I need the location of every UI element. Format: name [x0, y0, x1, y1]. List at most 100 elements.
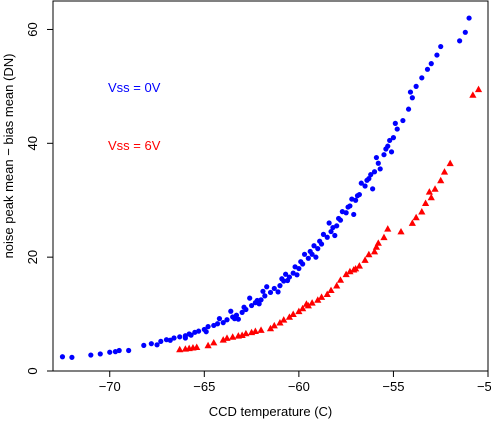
data-point-vss-6v — [308, 299, 316, 306]
data-point-vss-6v — [365, 250, 373, 258]
data-point-vss-0v — [407, 89, 414, 95]
data-point-vss-6v — [469, 91, 477, 98]
data-point-vss-0v — [292, 264, 298, 270]
data-point-vss-0v — [434, 52, 440, 58]
data-point-vss-0v — [466, 15, 472, 21]
x-tick-label: −65 — [193, 379, 215, 394]
data-point-vss-0v — [320, 231, 327, 237]
data-point-vss-6v — [266, 324, 275, 332]
plot-frame — [52, 0, 489, 372]
data-point-vss-0v — [332, 232, 338, 239]
data-point-vss-0v — [371, 169, 378, 175]
data-point-vss-0v — [220, 320, 226, 326]
data-point-vss-0v — [387, 137, 393, 144]
data-point-vss-0v — [409, 95, 415, 101]
data-point-vss-6v — [242, 329, 250, 337]
data-point-vss-0v — [247, 295, 253, 301]
x-tick-label: −60 — [288, 379, 310, 394]
data-point-vss-0v — [254, 297, 260, 304]
data-point-vss-0v — [413, 83, 419, 89]
data-point-vss-6v — [251, 327, 259, 335]
data-point-vss-0v — [375, 160, 381, 166]
y-tick-label: 20 — [25, 250, 40, 264]
data-point-vss-6v — [446, 159, 454, 167]
data-point-vss-6v — [346, 267, 354, 275]
data-point-vss-6v — [270, 321, 278, 329]
data-point-vss-0v — [69, 354, 75, 360]
data-point-vss-6v — [333, 282, 341, 289]
data-point-vss-0v — [196, 328, 202, 334]
data-point-vss-0v — [182, 335, 188, 341]
data-point-vss-0v — [373, 154, 380, 161]
data-point-vss-0v — [228, 308, 234, 314]
data-point-vss-0v — [284, 277, 291, 284]
data-point-vss-0v — [335, 215, 342, 222]
data-point-vss-0v — [260, 288, 266, 294]
data-point-vss-0v — [148, 341, 154, 347]
data-point-vss-6v — [474, 85, 483, 93]
data-point-vss-6v — [437, 176, 445, 184]
data-point-vss-6v — [219, 336, 227, 343]
data-point-vss-0v — [377, 166, 383, 172]
data-point-vss-0v — [381, 152, 387, 158]
data-point-vss-0v — [405, 106, 412, 112]
data-point-vss-6v — [370, 247, 379, 255]
data-point-vss-6v — [314, 296, 322, 303]
data-point-vss-6v — [299, 304, 307, 312]
x-tick-label: −50 — [477, 379, 491, 394]
data-point-vss-0v — [419, 75, 425, 81]
data-point-vss-0v — [438, 43, 444, 50]
data-point-vss-0v — [177, 334, 183, 340]
data-point-vss-0v — [301, 251, 308, 257]
data-point-vss-6v — [204, 341, 212, 349]
data-point-vss-0v — [339, 209, 345, 215]
legend-entry-vss-6v: Vss = 6V — [108, 138, 161, 153]
data-point-vss-0v — [400, 117, 406, 124]
data-point-vss-6v — [210, 338, 218, 346]
data-point-vss-0v — [167, 337, 173, 343]
data-point-vss-0v — [224, 317, 230, 323]
data-point-vss-6v — [302, 300, 311, 307]
data-point-vss-0v — [262, 293, 268, 299]
data-point-vss-6v — [361, 256, 369, 263]
y-tick-label: 0 — [25, 367, 40, 374]
data-point-vss-6v — [380, 233, 388, 241]
data-point-vss-6v — [355, 262, 363, 269]
data-point-vss-6v — [257, 326, 265, 333]
data-point-vss-0v — [364, 177, 370, 183]
data-point-vss-6v — [229, 333, 237, 340]
data-point-vss-0v — [328, 228, 334, 235]
data-point-vss-0v — [158, 338, 164, 344]
data-point-vss-0v — [97, 351, 103, 357]
data-point-vss-0v — [317, 238, 323, 244]
x-axis-label: CCD temperature (C) — [209, 404, 333, 419]
data-point-vss-0v — [315, 246, 321, 252]
data-point-vss-0v — [326, 220, 332, 226]
data-point-vss-0v — [307, 248, 313, 255]
data-point-vss-0v — [141, 342, 147, 348]
data-point-vss-6v — [425, 188, 433, 195]
data-point-vss-0v — [203, 329, 209, 335]
y-tick-label: 40 — [25, 136, 40, 150]
data-point-vss-0v — [239, 309, 245, 315]
data-point-vss-6v — [412, 213, 420, 221]
data-point-vss-0v — [107, 349, 113, 355]
data-point-vss-0v — [370, 186, 376, 192]
data-point-vss-6v — [342, 270, 350, 278]
data-point-vss-6v — [427, 193, 435, 201]
data-point-vss-0v — [248, 302, 255, 309]
data-point-vss-6v — [440, 168, 449, 175]
data-point-vss-0v — [214, 321, 221, 327]
data-point-vss-0v — [294, 272, 300, 278]
data-point-vss-6v — [289, 310, 297, 317]
data-point-vss-6v — [431, 185, 439, 192]
data-point-vss-0v — [298, 259, 304, 265]
data-point-vss-0v — [358, 180, 364, 186]
data-point-vss-0v — [277, 283, 283, 289]
data-point-vss-6v — [280, 316, 288, 323]
data-point-vss-0v — [354, 193, 361, 199]
data-point-vss-0v — [383, 146, 389, 152]
data-point-vss-0v — [216, 316, 223, 322]
data-point-vss-6v — [323, 290, 331, 298]
